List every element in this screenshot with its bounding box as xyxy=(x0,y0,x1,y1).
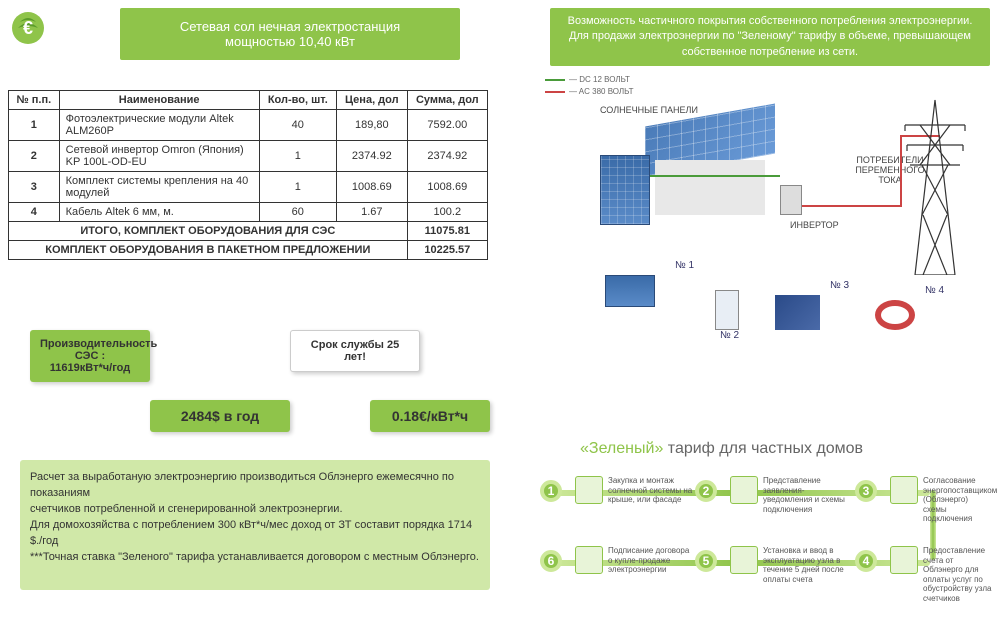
table-row: 4Кабель Altek 6 мм, м.601.67100.2 xyxy=(9,203,488,222)
equipment-table-wrap: № п.п. Наименование Кол-во, шт. Цена, до… xyxy=(8,90,488,260)
title-line2: мощностью 10,40 кВт xyxy=(120,34,460,49)
svg-text:€: € xyxy=(23,18,33,38)
calculation-note: Расчет за выработаную электроэнергию про… xyxy=(20,460,490,590)
tariff-title-green: «Зеленый» xyxy=(580,440,663,457)
perf-label: Производительность СЭС : xyxy=(40,338,140,362)
flow-text-3: Согласование энергопоставщиком (Облэнерг… xyxy=(923,476,993,524)
annual-income-box: 2484$ в год xyxy=(150,400,290,432)
th-num: № п.п. xyxy=(9,91,60,110)
flow-text-5: Установка и ввод в эксплуатацию узла в т… xyxy=(763,546,853,584)
flow-node-3: 3 xyxy=(855,480,877,502)
item3-label: № 3 xyxy=(830,280,849,291)
item2-inverter-icon xyxy=(715,290,739,330)
flow-node-5: 5 xyxy=(695,550,717,572)
flow-icon-4 xyxy=(890,546,918,574)
tariff-title-rest: тариф для частных домов xyxy=(663,440,863,457)
item4-label: № 4 xyxy=(925,285,944,296)
label-inverter: ИНВЕРТОР xyxy=(790,220,839,230)
item3-mount-icon xyxy=(775,295,820,330)
tariff-flow: 1 Закупка и монтаж солнечной системы на … xyxy=(520,470,990,620)
table-row: 1Фотоэлектрические модули Altek ALM260P4… xyxy=(9,110,488,141)
title-line1: Сетевая сол нечная электростанция xyxy=(120,19,460,34)
flow-node-1: 1 xyxy=(540,480,562,502)
performance-box: Производительность СЭС : 11619кВт*ч/год xyxy=(30,330,150,382)
perf-value: 11619кВт*ч/год xyxy=(40,362,140,374)
table-row: 3Комплект системы крепления на 40 модуле… xyxy=(9,172,488,203)
label-panels: СОЛНЕЧНЫЕ ПАНЕЛИ xyxy=(600,105,698,115)
flow-text-1: Закупка и монтаж солнечной системы на кр… xyxy=(608,476,693,505)
th-qty: Кол-во, шт. xyxy=(259,91,336,110)
table-row: 2Сетевой инвертор Omron (Япония) KP 100L… xyxy=(9,141,488,172)
house-icon xyxy=(645,115,775,215)
rate-box: 0.18€/кВт*ч xyxy=(370,400,490,432)
flow-icon-6 xyxy=(575,546,603,574)
flow-node-4: 4 xyxy=(855,550,877,572)
flow-text-2: Представление заявления-уведомления и сх… xyxy=(763,476,853,514)
subtotal-row: КОМПЛЕКТ ОБОРУДОВАНИЯ В ПАКЕТНОМ ПРЕДЛОЖ… xyxy=(9,241,488,260)
table-header-row: № п.п. Наименование Кол-во, шт. Цена, до… xyxy=(9,91,488,110)
house-body xyxy=(655,160,765,215)
dc-wire xyxy=(650,175,780,177)
transmission-tower-icon xyxy=(895,95,975,275)
flow-text-6: Подписание договора о купле-продаже элек… xyxy=(608,546,693,575)
legend-dc: — DC 12 ВОЛЬТ xyxy=(545,75,630,84)
inverter-icon xyxy=(780,185,802,215)
th-price: Цена, дол xyxy=(336,91,407,110)
subtotal-row: ИТОГО, КОМПЛЕКТ ОБОРУДОВАНИЯ ДЛЯ СЭС1107… xyxy=(9,222,488,241)
euro-leaf-logo: € xyxy=(8,8,48,48)
equipment-table: № п.п. Наименование Кол-во, шт. Цена, до… xyxy=(8,90,488,260)
item2-label: № 2 xyxy=(720,330,739,341)
th-sum: Сумма, дол xyxy=(407,91,487,110)
main-title-box: Сетевая сол нечная электростанция мощнос… xyxy=(120,8,460,60)
description-box: Возможность частичного покрытия собствен… xyxy=(550,8,990,66)
item4-cable-icon xyxy=(875,300,915,330)
legend-ac: — AC 380 ВОЛЬТ xyxy=(545,87,633,96)
flow-icon-3 xyxy=(890,476,918,504)
flow-icon-2 xyxy=(730,476,758,504)
flow-icon-1 xyxy=(575,476,603,504)
ac-wire-1 xyxy=(802,205,902,207)
item1-panels-icon xyxy=(605,275,655,307)
th-name: Наименование xyxy=(59,91,259,110)
flow-node-2: 2 xyxy=(695,480,717,502)
lifetime-box: Срок службы 25 лет! xyxy=(290,330,420,372)
system-diagram: — DC 12 ВОЛЬТ — AC 380 ВОЛЬТ СОЛНЕЧНЫЕ П… xyxy=(545,75,995,355)
flow-text-4: Предоставление счета от Облэнерго для оп… xyxy=(923,546,993,604)
calc-text: Расчет за выработаную электроэнергию про… xyxy=(30,470,480,566)
tariff-title: «Зеленый» тариф для частных домов xyxy=(580,440,863,458)
item1-label: № 1 xyxy=(675,260,694,271)
flow-node-6: 6 xyxy=(540,550,562,572)
flow-icon-5 xyxy=(730,546,758,574)
ground-panel-icon xyxy=(600,155,650,225)
